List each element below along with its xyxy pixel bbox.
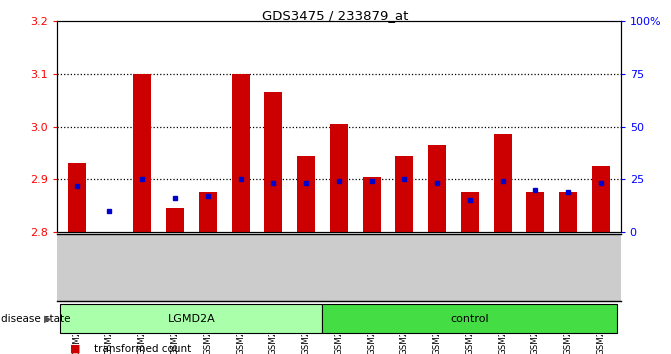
Bar: [592, 166, 610, 232]
Text: transformed count: transformed count: [94, 344, 191, 354]
Bar: [362, 177, 380, 232]
Text: GDS3475 / 233879_at: GDS3475 / 233879_at: [262, 9, 409, 22]
Text: LGMD2A: LGMD2A: [168, 314, 215, 324]
Bar: [297, 155, 315, 232]
Bar: [231, 74, 250, 232]
Bar: [68, 164, 86, 232]
Bar: [395, 155, 413, 232]
Bar: [494, 135, 512, 232]
Text: control: control: [451, 314, 489, 324]
Bar: [428, 145, 446, 232]
Bar: [166, 208, 184, 232]
Bar: [264, 92, 282, 232]
Bar: [60, 304, 323, 333]
Bar: [323, 304, 617, 333]
Text: ■: ■: [70, 344, 81, 354]
Bar: [330, 124, 348, 232]
Bar: [559, 192, 577, 232]
Bar: [461, 192, 479, 232]
Bar: [199, 192, 217, 232]
Bar: [527, 192, 544, 232]
Bar: [134, 74, 151, 232]
Text: disease state: disease state: [1, 314, 70, 324]
Text: ▶: ▶: [44, 314, 52, 324]
